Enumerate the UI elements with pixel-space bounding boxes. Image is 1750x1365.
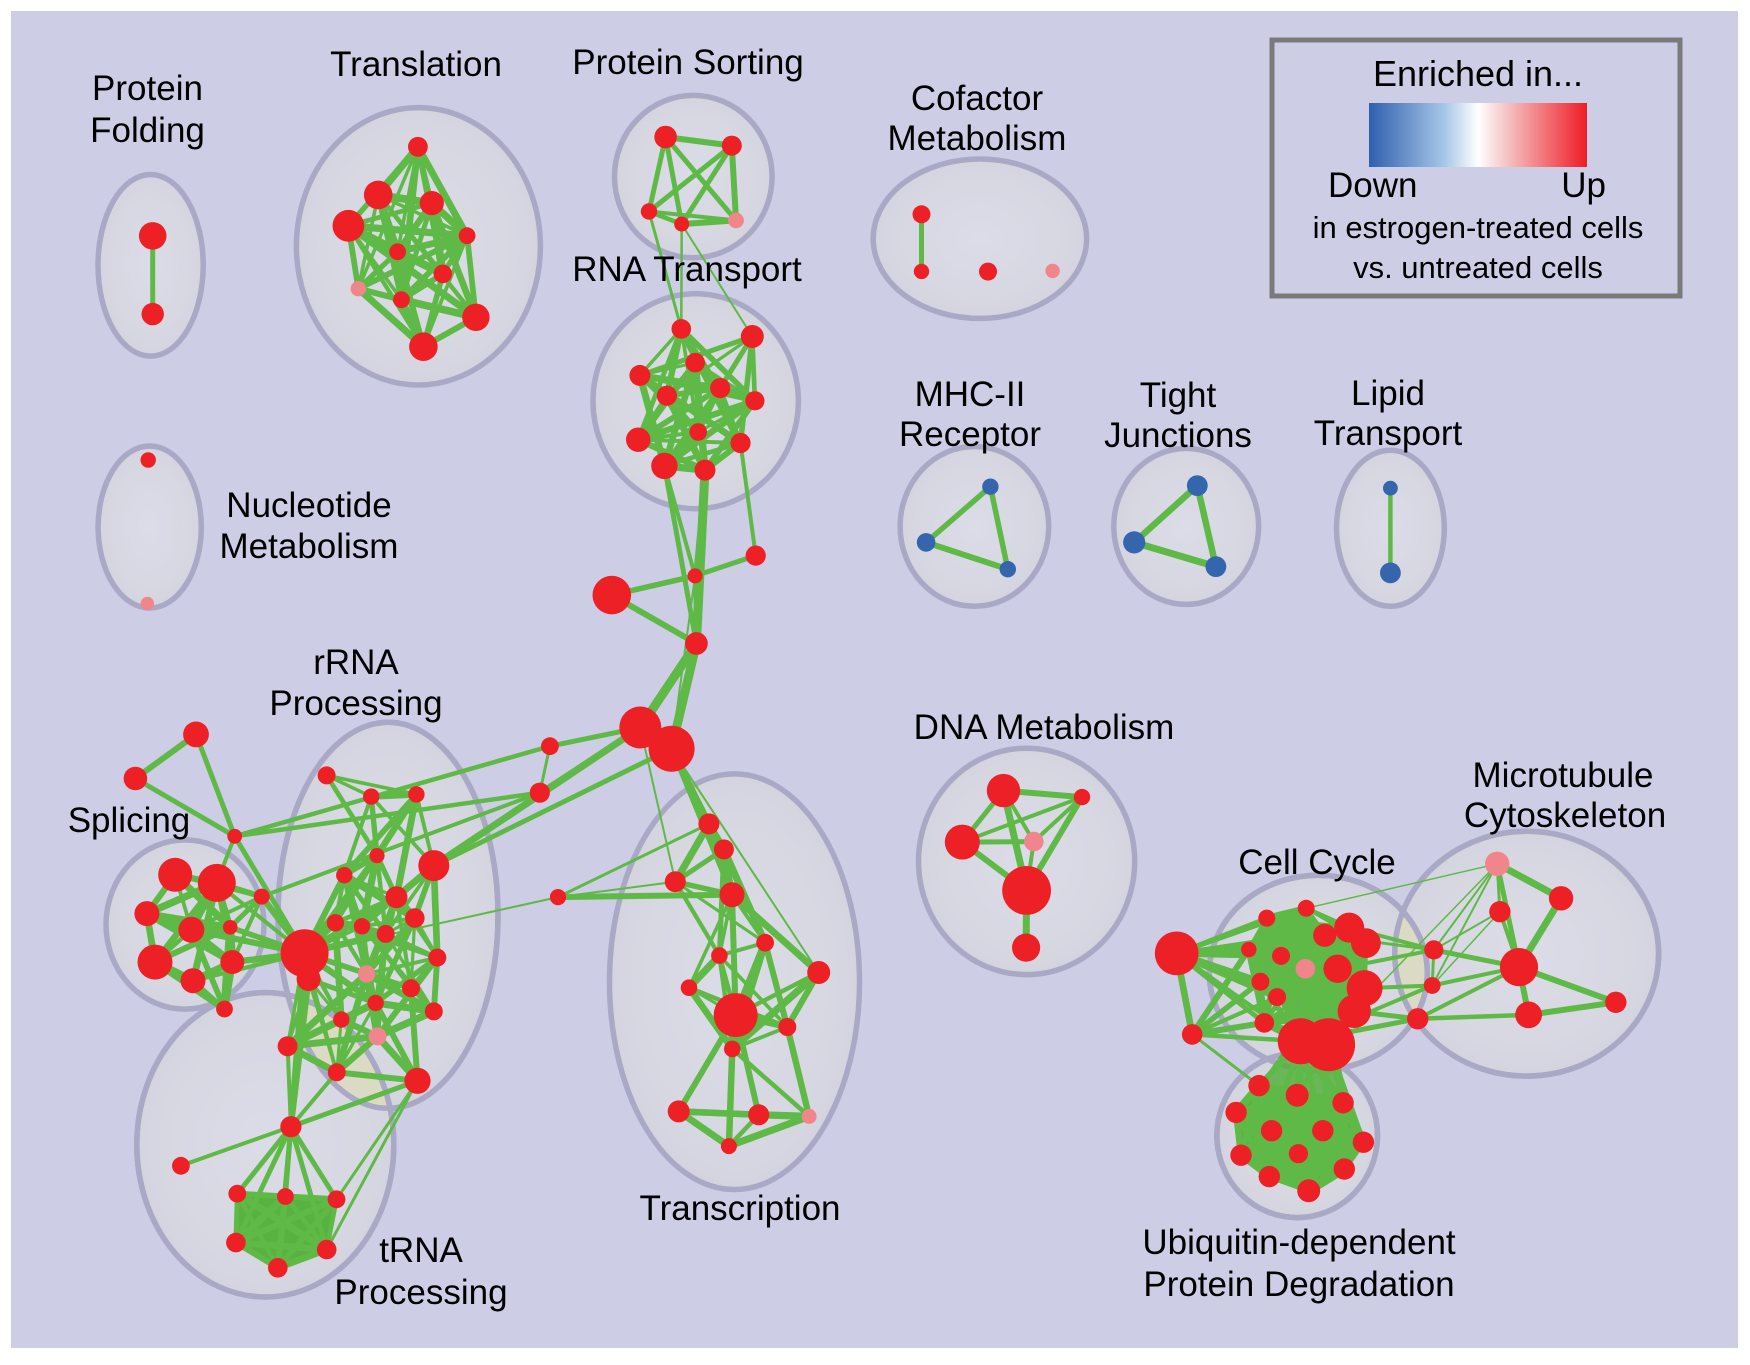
svg-text:Up: Up bbox=[1561, 166, 1606, 205]
svg-text:rRNA: rRNA bbox=[313, 643, 399, 682]
svg-text:Protein: Protein bbox=[92, 69, 203, 108]
svg-text:Protein Sorting: Protein Sorting bbox=[572, 43, 804, 82]
svg-text:Splicing: Splicing bbox=[68, 801, 191, 840]
svg-text:MHC-II: MHC-II bbox=[915, 375, 1026, 414]
svg-text:Folding: Folding bbox=[90, 111, 205, 150]
svg-text:Cell Cycle: Cell Cycle bbox=[1238, 843, 1396, 882]
svg-text:Protein Degradation: Protein Degradation bbox=[1143, 1265, 1454, 1304]
svg-text:Down: Down bbox=[1328, 166, 1417, 205]
svg-text:Processing: Processing bbox=[334, 1273, 507, 1312]
svg-text:Processing: Processing bbox=[269, 684, 442, 723]
svg-text:Receptor: Receptor bbox=[899, 415, 1041, 454]
svg-text:RNA Transport: RNA Transport bbox=[572, 250, 802, 289]
svg-text:Ubiquitin-dependent: Ubiquitin-dependent bbox=[1142, 1223, 1456, 1262]
svg-text:Transport: Transport bbox=[1314, 414, 1463, 453]
svg-text:Nucleotide: Nucleotide bbox=[226, 486, 391, 525]
svg-text:Junctions: Junctions bbox=[1104, 416, 1252, 455]
svg-text:Cofactor: Cofactor bbox=[911, 79, 1044, 118]
svg-text:DNA Metabolism: DNA Metabolism bbox=[914, 708, 1175, 747]
svg-text:Enriched in...: Enriched in... bbox=[1373, 53, 1583, 94]
svg-text:Translation: Translation bbox=[330, 45, 502, 84]
svg-text:Transcription: Transcription bbox=[640, 1189, 841, 1228]
svg-text:Microtubule: Microtubule bbox=[1473, 756, 1654, 795]
svg-text:tRNA: tRNA bbox=[379, 1231, 463, 1270]
svg-text:Metabolism: Metabolism bbox=[220, 527, 399, 566]
svg-text:Metabolism: Metabolism bbox=[888, 119, 1067, 158]
svg-text:Cytoskeleton: Cytoskeleton bbox=[1464, 796, 1666, 835]
svg-text:Tight: Tight bbox=[1140, 376, 1217, 415]
svg-text:vs. untreated cells: vs. untreated cells bbox=[1353, 250, 1603, 285]
svg-text:in estrogen-treated cells: in estrogen-treated cells bbox=[1313, 210, 1644, 245]
svg-text:Lipid: Lipid bbox=[1351, 374, 1425, 413]
